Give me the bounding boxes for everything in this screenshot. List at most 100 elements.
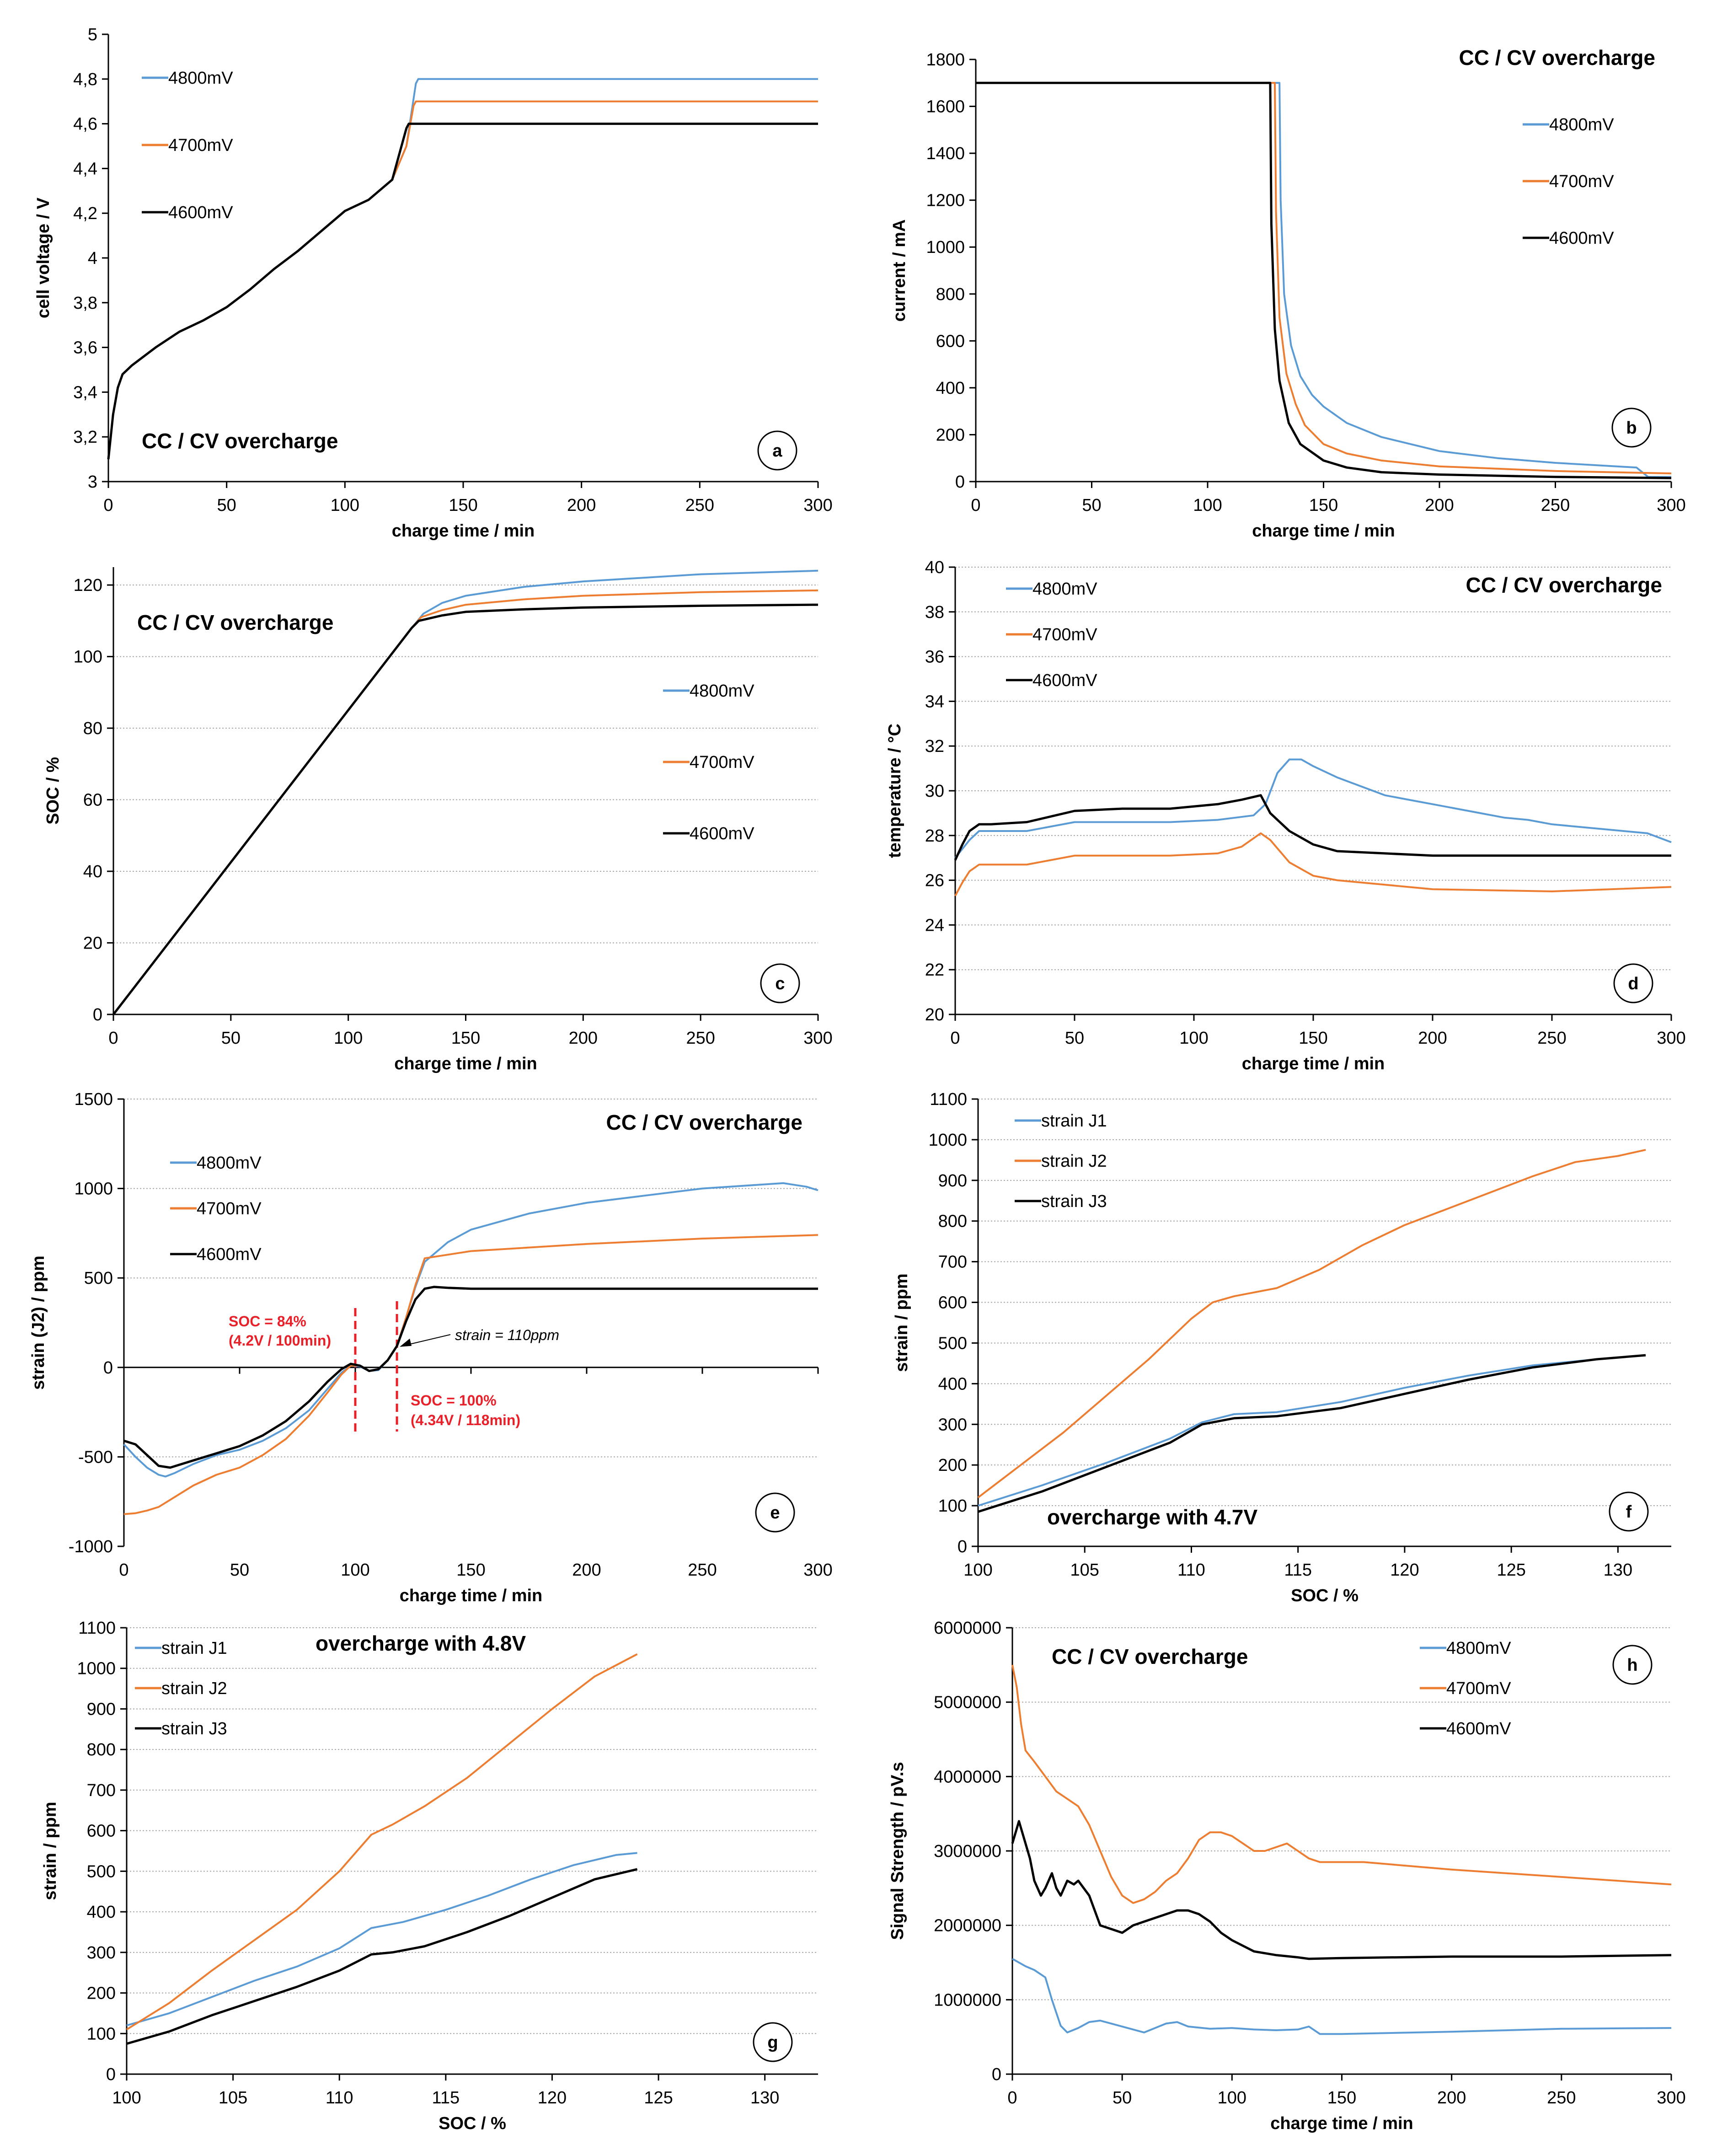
x-tick-label-d-0: 0 bbox=[950, 1029, 960, 1048]
x-axis-label-b: charge time / min bbox=[1252, 521, 1395, 541]
x-tick-label-g-6: 130 bbox=[750, 2088, 779, 2108]
y-tick-label-g-11: 1100 bbox=[78, 1619, 116, 1638]
x-tick-label-b-6: 300 bbox=[1657, 496, 1685, 515]
y-tick-label-c-5: 100 bbox=[74, 648, 102, 667]
x-tick-label-a-5: 250 bbox=[685, 496, 714, 515]
series-line-f-strain-J3 bbox=[978, 1354, 1646, 1513]
legend-label-f-0: strain J1 bbox=[1041, 1111, 1107, 1131]
legend-label-d-2: 4600mV bbox=[1032, 671, 1097, 690]
legend-label-e-2: 4600mV bbox=[197, 1245, 262, 1264]
x-tick-label-b-4: 200 bbox=[1425, 496, 1454, 515]
x-tick-label-a-1: 50 bbox=[217, 496, 236, 515]
panel-label-d: d bbox=[1628, 974, 1638, 993]
y-tick-label-h-4: 4000000 bbox=[934, 1767, 1001, 1786]
chart-title-b: CC / CV overcharge bbox=[1459, 46, 1655, 70]
panel-label-e: e bbox=[770, 1503, 780, 1523]
y-tick-label-g-8: 800 bbox=[87, 1740, 116, 1759]
x-tick-label-f-6: 130 bbox=[1604, 1561, 1632, 1580]
x-tick-label-c-2: 100 bbox=[334, 1029, 363, 1048]
x-tick-label-b-1: 50 bbox=[1082, 496, 1101, 515]
y-tick-label-h-3: 3000000 bbox=[934, 1842, 1001, 1861]
y-tick-label-a-6: 4,2 bbox=[73, 204, 97, 223]
legend-label-b-2: 4600mV bbox=[1549, 229, 1614, 248]
y-axis-label-a: cell voltage / V bbox=[34, 197, 53, 318]
legend-label-g-1: strain J2 bbox=[161, 1679, 227, 1698]
legend-label-b-1: 4700mV bbox=[1549, 172, 1614, 191]
y-tick-label-d-4: 28 bbox=[925, 826, 944, 846]
series-line-c-4600mV bbox=[112, 603, 818, 1015]
x-tick-label-a-3: 150 bbox=[449, 496, 477, 515]
y-tick-label-b-7: 1400 bbox=[926, 144, 965, 163]
y-tick-label-b-3: 600 bbox=[936, 332, 965, 351]
x-tick-label-f-0: 100 bbox=[963, 1561, 992, 1580]
y-tick-label-h-5: 5000000 bbox=[934, 1693, 1001, 1712]
y-tick-label-g-1: 100 bbox=[87, 2024, 116, 2043]
series-line-e-4600mV bbox=[123, 1286, 818, 1469]
y-tick-label-e-5: 1500 bbox=[74, 1090, 113, 1109]
legend-label-c-0: 4800mV bbox=[690, 681, 754, 701]
y-tick-label-c-0: 0 bbox=[93, 1005, 102, 1024]
series-line-e-4700mV bbox=[123, 1234, 818, 1515]
x-tick-label-e-5: 250 bbox=[688, 1561, 717, 1580]
series-line-h-4600mV bbox=[1011, 1820, 1672, 1960]
x-tick-label-h-0: 0 bbox=[1007, 2088, 1017, 2108]
x-tick-label-f-2: 110 bbox=[1177, 1561, 1205, 1580]
x-tick-label-b-3: 150 bbox=[1309, 496, 1338, 515]
x-tick-label-g-3: 115 bbox=[432, 2088, 460, 2108]
panel-label-circle-g bbox=[753, 2022, 793, 2062]
x-axis-label-f: SOC / % bbox=[1291, 1586, 1359, 1605]
legend-label-f-1: strain J2 bbox=[1041, 1152, 1107, 1171]
x-tick-label-e-4: 200 bbox=[572, 1561, 601, 1580]
y-tick-label-a-3: 3,6 bbox=[73, 338, 97, 358]
soc100-annotation-line1: SOC = 100% bbox=[411, 1392, 497, 1409]
panel-label-b: b bbox=[1626, 418, 1637, 438]
x-tick-label-f-5: 125 bbox=[1497, 1561, 1525, 1580]
y-tick-label-b-5: 1000 bbox=[926, 238, 965, 257]
x-tick-label-h-2: 100 bbox=[1218, 2088, 1246, 2108]
legend-label-h-0: 4800mV bbox=[1446, 1639, 1511, 1658]
legend-label-a-1: 4700mV bbox=[168, 136, 233, 155]
y-tick-label-g-7: 700 bbox=[87, 1781, 116, 1800]
y-tick-label-f-5: 500 bbox=[938, 1334, 967, 1353]
panel-label-circle-c bbox=[760, 963, 800, 1003]
series-line-h-4800mV bbox=[1012, 1958, 1672, 2035]
y-tick-label-d-0: 20 bbox=[925, 1005, 944, 1024]
chart-title-e: CC / CV overcharge bbox=[606, 1110, 802, 1134]
legend-label-e-1: 4700mV bbox=[197, 1199, 262, 1218]
x-tick-label-b-2: 100 bbox=[1193, 496, 1222, 515]
x-tick-label-a-6: 300 bbox=[803, 496, 832, 515]
series-line-g-strain-J1 bbox=[126, 1852, 637, 2027]
legend-label-d-0: 4800mV bbox=[1032, 579, 1097, 599]
series-line-b-4600mV bbox=[976, 81, 1672, 479]
y-tick-label-e-4: 1000 bbox=[74, 1180, 113, 1199]
y-tick-label-b-1: 200 bbox=[936, 425, 965, 445]
x-tick-label-g-4: 120 bbox=[538, 2088, 567, 2108]
x-axis-label-d: charge time / min bbox=[1242, 1054, 1385, 1073]
y-tick-label-b-6: 1200 bbox=[926, 191, 965, 210]
x-tick-label-d-2: 100 bbox=[1179, 1029, 1208, 1048]
x-axis-label-e: charge time / min bbox=[400, 1586, 543, 1605]
y-tick-label-f-0: 0 bbox=[957, 1537, 967, 1556]
y-tick-label-c-3: 60 bbox=[83, 791, 102, 810]
y-tick-label-d-3: 26 bbox=[925, 871, 944, 890]
series-line-a-4700mV bbox=[107, 100, 818, 460]
x-axis-label-a: charge time / min bbox=[392, 521, 535, 541]
series-line-h-4700mV bbox=[1011, 1664, 1672, 1904]
series-line-f-strain-J2 bbox=[977, 1149, 1646, 1498]
legend-label-a-0: 4800mV bbox=[168, 69, 233, 88]
soc84-annotation-line1: SOC = 84% bbox=[229, 1313, 306, 1330]
y-tick-label-g-0: 0 bbox=[106, 2065, 116, 2084]
x-tick-label-c-0: 0 bbox=[108, 1029, 118, 1048]
strain-110ppm-annotation: strain = 110ppm bbox=[455, 1327, 559, 1343]
x-tick-label-f-3: 115 bbox=[1284, 1561, 1312, 1580]
y-tick-label-c-2: 40 bbox=[83, 862, 102, 881]
y-tick-label-f-1: 100 bbox=[938, 1496, 967, 1516]
y-tick-label-a-2: 3,4 bbox=[73, 383, 97, 402]
x-tick-label-a-4: 200 bbox=[567, 496, 596, 515]
y-tick-label-g-4: 400 bbox=[87, 1903, 116, 1922]
legend-label-g-2: strain J3 bbox=[161, 1719, 227, 1738]
x-tick-label-c-3: 150 bbox=[451, 1029, 480, 1048]
x-tick-label-e-1: 50 bbox=[230, 1561, 249, 1580]
x-tick-label-h-4: 200 bbox=[1437, 2088, 1466, 2108]
